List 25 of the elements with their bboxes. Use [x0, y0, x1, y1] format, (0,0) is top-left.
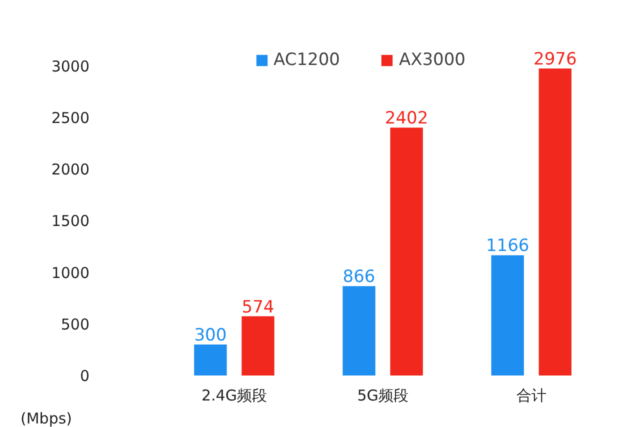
data-label: 300 [194, 326, 227, 346]
bar [390, 128, 423, 376]
data-label: 866 [342, 267, 376, 288]
data-label: 574 [242, 297, 274, 318]
y-tick-label: 3000 [51, 57, 90, 76]
bar [538, 68, 572, 376]
y-axis-title: (Mbps) [20, 410, 72, 427]
y-tick-label: 0 [80, 367, 90, 385]
y-tick-label: 2000 [51, 160, 90, 179]
y-tick-label: 2500 [51, 109, 90, 128]
x-tick-label: 合计 [516, 386, 546, 404]
legend-label: AX3000 [398, 50, 466, 70]
legend-label: AC1200 [273, 50, 340, 70]
data-label: 2976 [533, 49, 577, 70]
data-label: 2402 [384, 108, 428, 129]
bar [342, 286, 376, 376]
bar [491, 255, 524, 376]
bar [242, 316, 274, 376]
y-tick-label: 1000 [51, 264, 90, 282]
y-tick-label: 500 [60, 315, 90, 334]
bar [194, 344, 227, 376]
x-tick-label: 2.4G频段 [201, 386, 267, 404]
y-tick-label: 1500 [51, 212, 90, 230]
x-tick-label: 5G频段 [357, 386, 408, 404]
data-label: 1166 [486, 236, 530, 256]
